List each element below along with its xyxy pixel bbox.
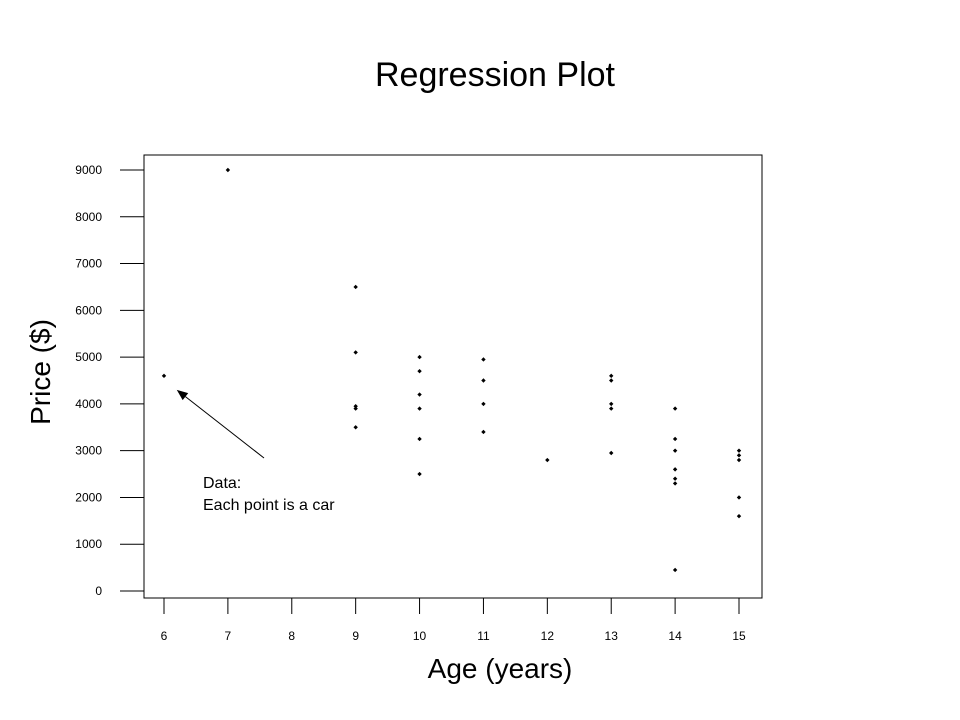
- data-point-0: [161, 373, 167, 379]
- y-tick-label-7: 7000: [75, 257, 102, 271]
- y-tick-label-8: 8000: [75, 210, 102, 224]
- data-point-30: [736, 448, 742, 453]
- data-point-12: [417, 471, 422, 477]
- data-point-32: [736, 457, 742, 463]
- x-tick-label-1: 7: [225, 629, 232, 643]
- data-point-26: [672, 467, 678, 472]
- x-tick-label-8: 14: [668, 629, 682, 643]
- y-axis: 0 1000 2000 3000 4000 5000 6000 7000 8000 9000: [75, 163, 144, 598]
- data-point-16: [481, 429, 486, 435]
- data-point-3: [353, 350, 358, 355]
- annotation-arrowhead: [176, 389, 189, 401]
- y-axis-label: Price ($): [25, 319, 56, 425]
- annotation-arrow-line: [185, 396, 265, 459]
- data-point-10: [417, 406, 422, 411]
- data-point-33: [736, 495, 742, 500]
- data-point-4: [353, 404, 358, 409]
- chart-title: Regression Plot: [375, 56, 616, 94]
- y-tick-label-5: 5000: [75, 350, 102, 364]
- data-point-19: [609, 378, 614, 383]
- annotation-line-2: Each point is a car: [203, 497, 335, 514]
- data-point-14: [481, 378, 486, 383]
- data-point-29: [672, 567, 678, 573]
- y-tick-label-1: 1000: [75, 537, 102, 551]
- y-tick-label-2: 2000: [75, 490, 102, 504]
- data-point-5: [353, 406, 358, 411]
- x-tick-label-5: 11: [477, 629, 490, 643]
- y-tick-label-6: 6000: [75, 303, 102, 317]
- x-tick-label-3: 9: [352, 629, 359, 643]
- data-point-9: [417, 392, 422, 397]
- x-tick-label-7: 13: [605, 629, 619, 643]
- x-axis-label: Age (years): [428, 653, 573, 684]
- x-tick-label-0: 6: [161, 629, 168, 643]
- data-point-27: [672, 476, 678, 481]
- data-point-22: [609, 450, 614, 456]
- annotation-line-1: Data:: [203, 475, 241, 492]
- data-point-11: [417, 436, 422, 442]
- data-point-28: [672, 481, 678, 486]
- x-tick-label-9: 15: [732, 629, 746, 643]
- data-point-21: [609, 406, 614, 411]
- data-point-17: [545, 457, 550, 463]
- data-point-15: [481, 401, 486, 407]
- data-point-1: [225, 167, 231, 173]
- data-point-34: [736, 513, 742, 519]
- data-point-13: [481, 357, 486, 362]
- y-tick-label-0: 0: [95, 584, 102, 598]
- plot-frame: [143, 154, 763, 599]
- data-point-20: [609, 401, 614, 407]
- x-tick-label-6: 12: [541, 629, 555, 643]
- y-tick-label-9: 9000: [75, 163, 102, 177]
- y-tick-label-3: 3000: [75, 444, 102, 458]
- x-axis: 6 7 8 9 10 11 12 13 14 15: [161, 598, 746, 643]
- data-point-7: [417, 354, 422, 360]
- data-point-2: [353, 284, 358, 290]
- data-point-23: [672, 406, 678, 411]
- x-tick-label-4: 10: [413, 629, 427, 643]
- y-tick-label-4: 4000: [75, 397, 102, 411]
- x-tick-label-2: 8: [288, 629, 295, 643]
- data-point-8: [417, 368, 422, 374]
- data-point-25: [672, 448, 678, 453]
- data-points: [161, 167, 742, 573]
- data-point-6: [353, 425, 358, 430]
- data-point-18: [609, 373, 614, 379]
- data-point-31: [736, 453, 742, 458]
- annotation: Data: Each point is a car: [176, 389, 335, 514]
- data-point-24: [672, 436, 678, 442]
